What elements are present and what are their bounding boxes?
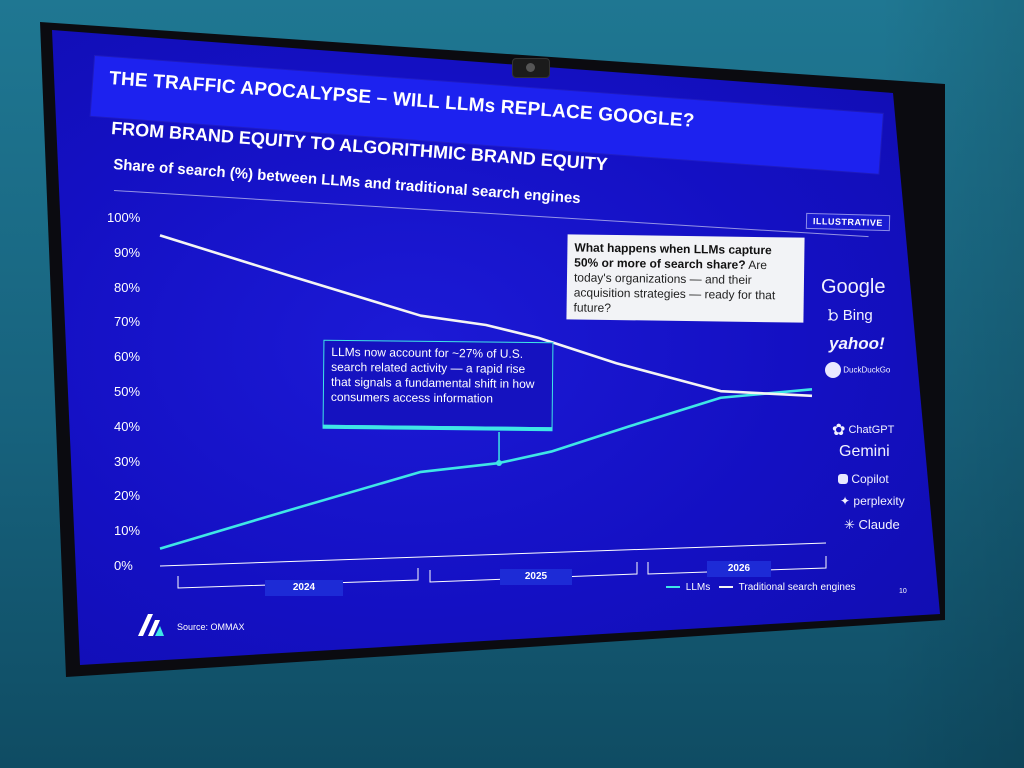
legend-search-swatch — [719, 586, 734, 589]
duckduckgo-logo: DuckDuckGo — [825, 362, 890, 378]
y-tick-label: 70% — [114, 314, 141, 330]
y-tick-label: 90% — [114, 244, 141, 260]
series-line-traditional-search — [159, 234, 813, 398]
y-tick-label: 10% — [114, 523, 141, 539]
legend-search-label: Traditional search engines — [738, 582, 856, 593]
llm-share-callout-text: LLMs now account for ~27% of U.S. search… — [330, 344, 535, 406]
source-note: Source: OMMAX — [177, 622, 245, 632]
llm-27-percent-marker — [496, 460, 503, 467]
duckduckgo-label: DuckDuckGo — [843, 365, 891, 375]
y-tick-label: 30% — [114, 453, 141, 469]
y-tick-label: 80% — [114, 279, 141, 295]
year-label-2025: 2025 — [500, 569, 572, 585]
perplexity-icon: ✦ — [840, 494, 851, 508]
question-callout: What happens when LLMs capture 50% or mo… — [566, 234, 805, 323]
year-label-2024: 2024 — [265, 580, 343, 596]
yahoo-logo: yahoo! — [829, 334, 885, 353]
chatgpt-label: ChatGPT — [848, 424, 895, 436]
copilot-icon — [838, 473, 848, 484]
x-axis-line — [159, 542, 827, 567]
duckduckgo-icon — [825, 362, 841, 378]
y-tick-label: 20% — [114, 488, 141, 504]
perplexity-logo: ✦ perplexity — [840, 494, 905, 508]
claude-icon: ✳ — [844, 517, 855, 532]
copilot-label: Copilot — [851, 471, 889, 486]
y-tick-label: 40% — [114, 418, 141, 434]
llm-share-callout: LLMs now account for ~27% of U.S. search… — [322, 339, 554, 432]
gemini-logo: Gemini — [839, 443, 890, 461]
chatgpt-logo: ✿ ChatGPT — [832, 420, 894, 440]
copilot-logo: Copilot — [838, 471, 889, 486]
page-number: 10 — [899, 588, 907, 595]
claude-logo: ✳ Claude — [844, 517, 900, 533]
bing-icon: 𝚋 — [828, 307, 839, 324]
webcam — [512, 58, 550, 78]
year-label-2026: 2026 — [707, 561, 771, 577]
y-tick-label: 100% — [107, 210, 141, 225]
bing-logo: 𝚋 Bing — [828, 307, 873, 324]
google-logo: Google — [821, 276, 886, 298]
ommax-logo-icon — [138, 614, 164, 636]
claude-label: Claude — [858, 517, 900, 532]
bing-label: Bing — [842, 307, 873, 324]
series-line-llms — [159, 388, 813, 550]
y-tick-label: 0% — [114, 558, 133, 573]
chart-legend: LLMs Traditional search engines — [660, 582, 856, 593]
y-tick-label: 50% — [114, 384, 141, 399]
y-tick-label: 60% — [114, 349, 141, 365]
legend-llm-label: LLMs — [685, 582, 711, 593]
chatgpt-icon: ✿ — [832, 422, 846, 439]
gemini-label: Gemini — [839, 443, 890, 460]
legend-llm-swatch — [666, 586, 680, 589]
perplexity-label: perplexity — [853, 494, 905, 508]
question-callout-bold: What happens when LLMs capture 50% or mo… — [574, 240, 772, 272]
